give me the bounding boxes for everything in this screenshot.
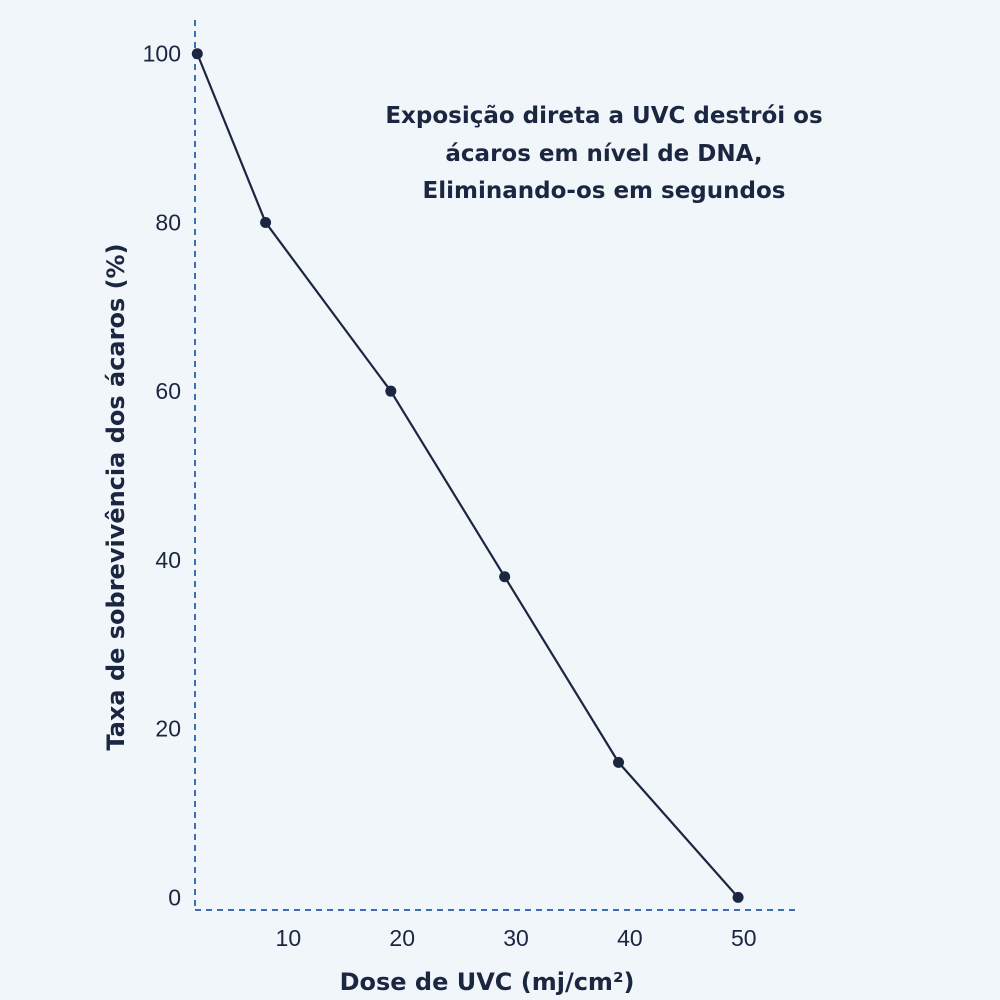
annotation-line-1: Exposição direta a UVC destrói os	[385, 103, 822, 129]
x-tick-label: 30	[503, 925, 529, 951]
y-tick-label: 100	[143, 41, 181, 67]
y-tick-label: 60	[155, 378, 181, 404]
data-point	[613, 756, 625, 768]
x-tick-label: 50	[731, 925, 757, 951]
series-line	[196, 52, 740, 899]
y-tick-label: 80	[155, 209, 181, 235]
series-layer	[191, 48, 744, 903]
data-point	[260, 216, 272, 228]
y-tick-label: 0	[168, 884, 181, 910]
annotation-line-3: Eliminando-os em segundos	[423, 178, 786, 204]
x-axis-title: Dose de UVC (mj/cm²)	[340, 968, 635, 996]
x-tick-labels: 10 20 30 40 50	[276, 925, 757, 951]
x-tick-label: 10	[276, 925, 302, 951]
data-point	[385, 385, 397, 397]
y-axis-title: Taxa de sobrevivência dos ácaros (%)	[102, 243, 130, 750]
y-tick-labels: 0 20 40 60 80 100	[143, 41, 181, 911]
data-point	[499, 571, 511, 583]
annotation-line-2: ácaros em nível de DNA,	[445, 141, 762, 167]
data-point	[732, 891, 744, 903]
y-tick-label: 20	[155, 716, 181, 742]
x-tick-label: 40	[617, 925, 643, 951]
data-point	[191, 48, 203, 60]
x-tick-label: 20	[389, 925, 415, 951]
y-tick-label: 40	[155, 547, 181, 573]
